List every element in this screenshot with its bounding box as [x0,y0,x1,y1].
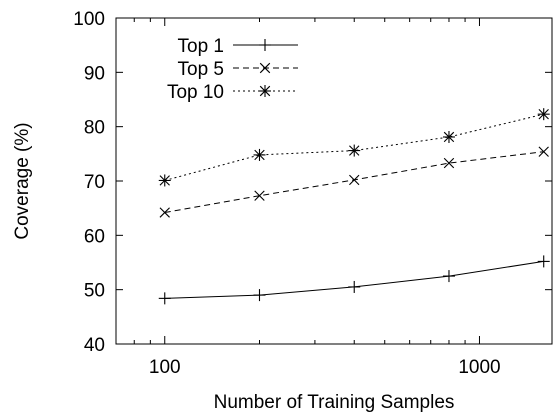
series-top-10 [158,108,550,187]
data-point [254,190,265,201]
data-point [537,255,550,268]
series-top-5 [159,146,549,218]
data-point [537,108,550,121]
data-point [348,144,361,157]
series-layer [158,108,550,305]
y-tick-label: 60 [84,226,105,247]
x-tick-label: 1000 [458,357,500,378]
legend-marker [259,39,271,51]
y-tick-label: 50 [84,281,105,302]
data-point [348,280,361,293]
legend-label: Top 1 [178,36,224,57]
data-point [538,146,549,157]
legend-item: Top 1 [178,36,298,57]
y-tick-label: 70 [84,172,105,193]
legend-item: Top 5 [178,59,298,80]
x-axis-label: Number of Training Samples [214,392,455,413]
data-point [159,207,170,218]
data-point [442,270,455,283]
y-axis: 40 50 60 70 80 90 100 [73,9,552,356]
data-point [253,148,266,161]
legend-marker [259,85,271,97]
data-point [443,157,455,169]
y-axis-label: Coverage (%) [12,122,33,239]
x-axis: 100 1000 [133,18,501,378]
data-point [253,289,266,302]
legend-marker [259,62,271,74]
y-tick-label: 40 [84,335,105,356]
y-tick-label: 100 [73,9,105,30]
series-line [164,113,544,181]
legend-label: Top 10 [167,82,224,103]
y-tick-label: 90 [84,63,105,84]
data-point [349,174,360,186]
series-top-1 [158,255,550,305]
series-line [164,151,544,213]
x-tick-label: 100 [149,357,181,378]
data-point [158,174,171,187]
data-point [158,292,171,305]
data-point [442,130,455,143]
legend-item: Top 10 [167,82,298,103]
legend-label: Top 5 [178,59,224,80]
y-tick-label: 80 [84,118,105,139]
